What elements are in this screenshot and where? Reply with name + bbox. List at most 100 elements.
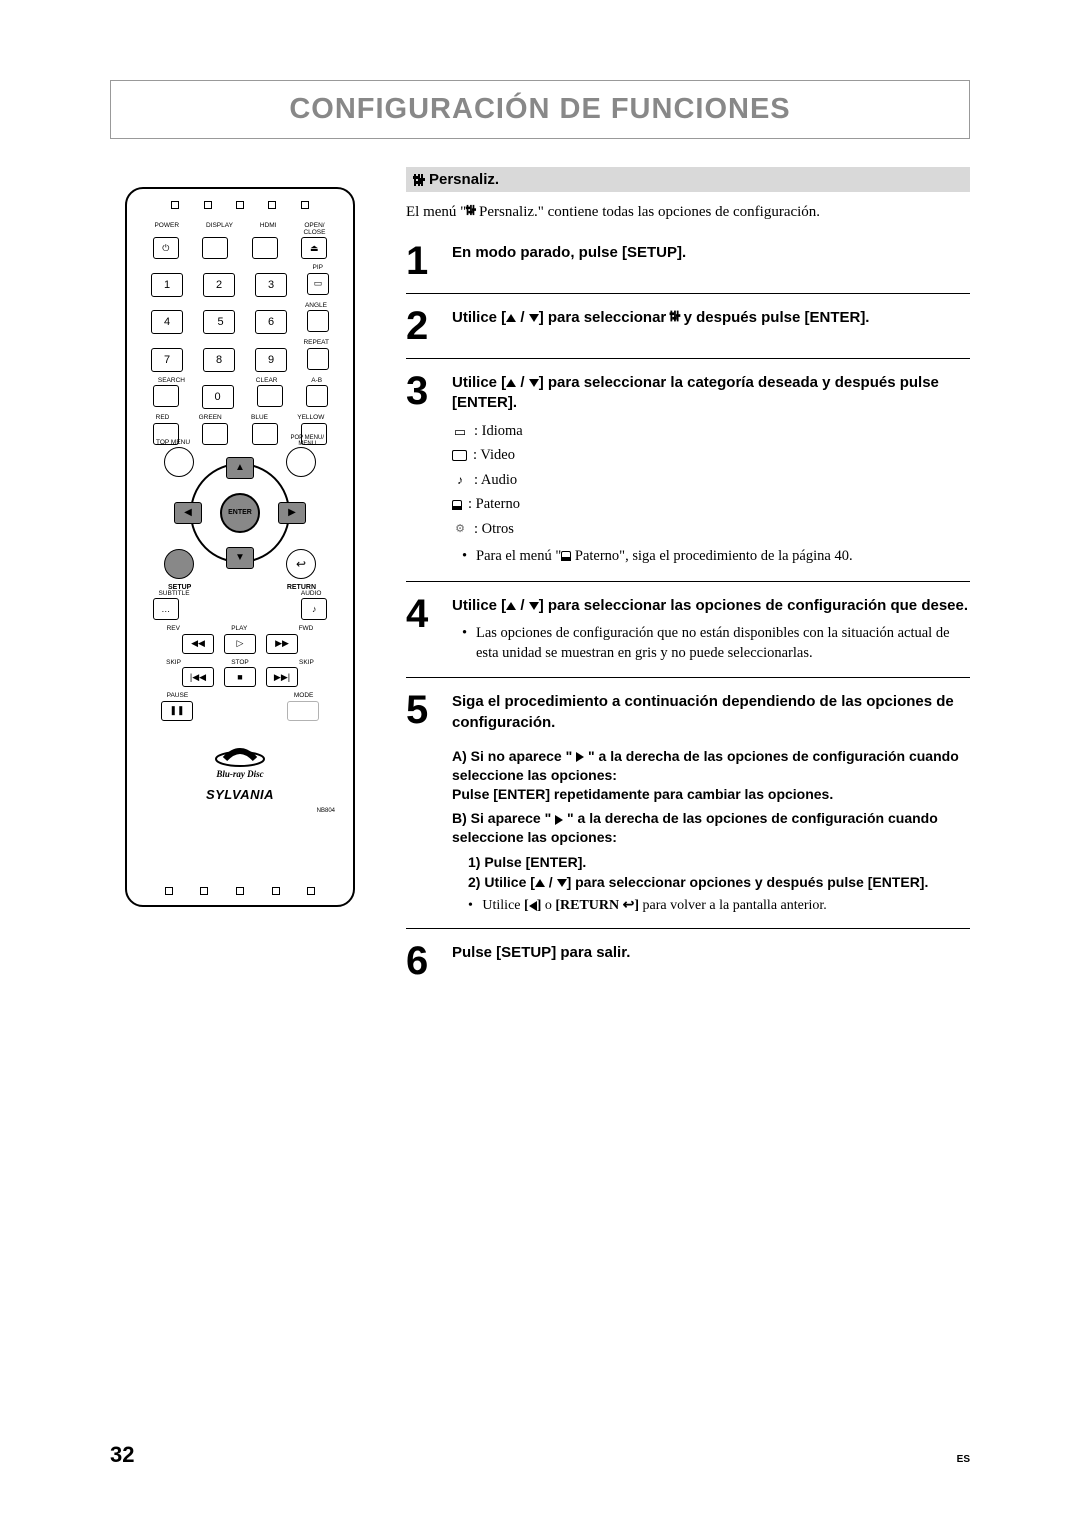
screw-hole <box>236 887 244 895</box>
sliders-icon <box>671 311 679 322</box>
dpad-up: ▲ <box>226 457 254 479</box>
power-button: ⏻ <box>153 237 179 259</box>
num-8: 8 <box>203 348 235 372</box>
green-button <box>202 423 228 445</box>
remote-control-illustration: POWER DISPLAY HDMI OPEN/CLOSE ⏻ ⏏ PIP 1 … <box>125 187 355 907</box>
label-skip2: SKIP <box>299 660 314 667</box>
label-return: RETURN <box>287 584 316 591</box>
step-4-note: Las opciones de configuración que no est… <box>466 624 970 663</box>
cat-paterno: : Paterno <box>468 495 520 515</box>
num-4: 4 <box>151 310 183 334</box>
screw-hole <box>165 887 173 895</box>
step-3-notes: Para el menú " Paterno", siga el procedi… <box>452 547 970 567</box>
label-repeat: REPEAT <box>303 340 329 347</box>
label-pause: PAUSE <box>167 693 189 700</box>
label-open: OPEN/CLOSE <box>303 223 325 236</box>
topmenu-button <box>164 447 194 477</box>
num-0: 0 <box>202 385 234 409</box>
cat-audio: : Audio <box>474 471 517 491</box>
remote-column: POWER DISPLAY HDMI OPEN/CLOSE ⏻ ⏏ PIP 1 … <box>110 167 370 1005</box>
dpad: TOP MENU POP MENU/MENU ▲ ▼ ◀ ▶ ENTER SET… <box>170 453 310 573</box>
num-7: 7 <box>151 348 183 372</box>
label-green: GREEN <box>199 415 222 422</box>
step-1: 1 En modo parado, pulse [SETUP]. <box>406 241 970 294</box>
step-5: 5 Siga el procedimiento a continuación d… <box>406 690 970 929</box>
step-number: 3 <box>406 371 438 569</box>
sliders-icon <box>467 205 475 215</box>
label-subtitle: SUBTITLE <box>158 591 189 598</box>
category-list: : Idioma : Video : Audio : Paterno : Otr… <box>452 422 970 540</box>
language-code: ES <box>957 1454 970 1465</box>
content-columns: POWER DISPLAY HDMI OPEN/CLOSE ⏻ ⏏ PIP 1 … <box>110 167 970 1005</box>
enter-button: ENTER <box>220 493 260 533</box>
section-header: Persnaliz. <box>406 167 970 192</box>
num-9: 9 <box>255 348 287 372</box>
dpad-left: ◀ <box>174 502 202 524</box>
label-clear: CLEAR <box>256 378 278 385</box>
display-button <box>202 237 228 259</box>
video-icon <box>452 450 467 461</box>
screw-hole <box>171 201 179 209</box>
step-number: 5 <box>406 690 438 916</box>
step-3-note: Para el menú " Paterno", siga el procedi… <box>466 547 970 567</box>
label-blue: BLUE <box>251 415 268 422</box>
step-number: 6 <box>406 941 438 981</box>
screw-hole <box>204 201 212 209</box>
step-5b-item2: 2) Utilice [ / ] para seleccionar opcion… <box>468 873 970 916</box>
label-skip1: SKIP <box>166 660 181 667</box>
label-fwd: FWD <box>299 626 314 633</box>
mode-button <box>287 701 319 721</box>
step-5b-nested: Utilice [] o [RETURN ↩] para volver a la… <box>468 896 970 916</box>
step-4-notes: Las opciones de configuración que no est… <box>452 624 970 663</box>
step-number: 1 <box>406 241 438 281</box>
label-mode: MODE <box>294 693 314 700</box>
subtitle-button: … <box>153 598 179 620</box>
up-arrow-icon <box>506 314 516 322</box>
label-topmenu: TOP MENU <box>156 439 190 446</box>
screw-hole <box>236 201 244 209</box>
otros-icon <box>452 523 468 537</box>
search-button <box>153 385 179 407</box>
label-angle: ANGLE <box>305 303 327 310</box>
audio-button: ♪ <box>301 598 327 620</box>
return-button <box>286 549 316 579</box>
play-button: ▷ <box>224 634 256 654</box>
num-6: 6 <box>255 310 287 334</box>
num-1: 1 <box>151 273 183 297</box>
brand-name: SYLVANIA <box>141 787 339 802</box>
dpad-down: ▼ <box>226 547 254 569</box>
left-arrow-icon <box>529 901 537 911</box>
num-2: 2 <box>203 273 235 297</box>
skip-back-button: |◀◀ <box>182 667 214 687</box>
up-arrow-icon <box>535 879 545 887</box>
cat-idioma: : Idioma <box>474 422 523 442</box>
step-5b-item1: 1) Pulse [ENTER]. <box>468 853 970 873</box>
page-title: CONFIGURACIÓN DE FUNCIONES <box>111 93 969 126</box>
step-number: 2 <box>406 306 438 346</box>
cat-video: : Video <box>473 446 515 466</box>
label-display: DISPLAY <box>206 223 233 236</box>
step-4: 4 Utilice [ / ] para seleccionar las opc… <box>406 594 970 678</box>
num-3: 3 <box>255 273 287 297</box>
label-setup: SETUP <box>168 584 191 591</box>
label-audio: AUDIO <box>301 591 322 598</box>
down-arrow-icon <box>529 602 539 610</box>
blue-button <box>252 423 278 445</box>
num-5: 5 <box>203 310 235 334</box>
up-arrow-icon <box>506 602 516 610</box>
rev-button: ◀◀ <box>182 634 214 654</box>
label-search: SEARCH <box>158 378 185 385</box>
paterno-icon <box>452 500 462 510</box>
screw-hole <box>307 887 315 895</box>
screw-hole <box>301 201 309 209</box>
label-rev: REV <box>167 626 180 633</box>
header-label: Persnaliz. <box>429 171 499 188</box>
sliders-icon <box>414 174 423 186</box>
setup-button <box>164 549 194 579</box>
step-4-head: Utilice [ / ] para seleccionar las opcio… <box>452 596 970 616</box>
label-play: PLAY <box>231 626 247 633</box>
down-arrow-icon <box>529 314 539 322</box>
repeat-button <box>307 348 329 370</box>
paterno-icon <box>561 551 571 561</box>
bluray-text: Blu-ray Disc <box>141 769 339 779</box>
